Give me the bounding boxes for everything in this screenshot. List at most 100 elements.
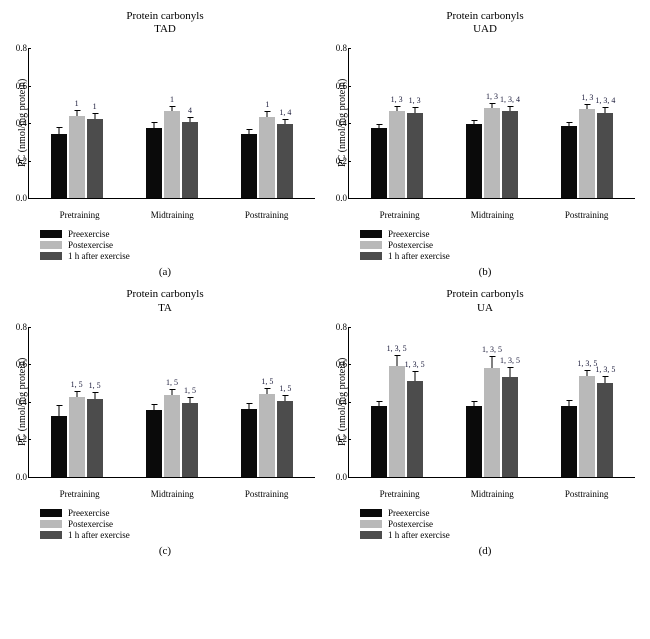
y-tick: 0.0 bbox=[1, 193, 27, 203]
bar: 1, 3, 5 bbox=[579, 327, 595, 477]
bar-group: 14 bbox=[146, 48, 198, 198]
legend-item: 1 h after exercise bbox=[360, 251, 450, 261]
bar bbox=[466, 48, 482, 198]
error-bar bbox=[473, 120, 474, 125]
y-tick: 0.2 bbox=[1, 156, 27, 166]
legend-item: Preexercise bbox=[360, 508, 450, 518]
bar-group: 1, 5 1, 5 bbox=[51, 327, 103, 477]
x-tick-labels: PretrainingMidtrainingPosttraining bbox=[16, 210, 314, 220]
bar-annotation: 1, 5 bbox=[89, 381, 101, 390]
y-tick: 0.8 bbox=[1, 43, 27, 53]
chart-title: Protein carbonylsUA bbox=[446, 288, 523, 314]
y-tick: 0.2 bbox=[1, 434, 27, 444]
bar-annotation: 1 bbox=[170, 95, 174, 104]
legend-item: Postexercise bbox=[40, 240, 130, 250]
error-bar bbox=[605, 376, 606, 383]
legend-item: Preexercise bbox=[360, 229, 450, 239]
bar-annotation: 1, 5 bbox=[261, 377, 273, 386]
bar bbox=[561, 48, 577, 198]
legend-item: Postexercise bbox=[360, 240, 450, 250]
bar-annotation: 1, 3 bbox=[391, 95, 403, 104]
y-tick: 0.8 bbox=[1, 322, 27, 332]
y-tick: 0.0 bbox=[321, 472, 347, 482]
error-bar bbox=[94, 392, 95, 399]
x-tick: Posttraining bbox=[565, 489, 609, 499]
legend-swatch bbox=[360, 509, 382, 517]
error-bar bbox=[414, 371, 415, 381]
legend-item: Postexercise bbox=[40, 519, 130, 529]
error-bar bbox=[378, 124, 379, 128]
bar-group: 11 bbox=[51, 48, 103, 198]
bar-annotation: 1, 3, 5 bbox=[577, 359, 597, 368]
legend-item: 1 h after exercise bbox=[40, 251, 130, 261]
bar-annotation: 1, 5 bbox=[184, 386, 196, 395]
plot: 0.00.20.40.60.81, 51, 51, 51, 51, 51, 5 bbox=[28, 327, 315, 478]
bar: 1 bbox=[69, 48, 85, 198]
bar-group: 1, 3, 51, 3, 5 bbox=[371, 327, 423, 477]
plot: 0.00.20.40.60.81, 3, 51, 3, 51, 3, 51, 3… bbox=[348, 327, 635, 478]
y-tick: 0.6 bbox=[321, 359, 347, 369]
bar: 1, 4 bbox=[277, 48, 293, 198]
bar bbox=[466, 327, 482, 477]
bar-annotation: 1, 3 bbox=[409, 96, 421, 105]
bar bbox=[241, 327, 257, 477]
bar-annotation: 1, 5 bbox=[279, 384, 291, 393]
bar: 1 bbox=[164, 48, 180, 198]
legend: PreexercisePostexercise1 h after exercis… bbox=[40, 228, 130, 262]
x-tick: Posttraining bbox=[245, 489, 289, 499]
legend-label: 1 h after exercise bbox=[388, 251, 450, 261]
error-bar bbox=[378, 401, 379, 406]
legend-swatch bbox=[40, 252, 62, 260]
error-bar bbox=[414, 107, 415, 113]
legend-item: Preexercise bbox=[40, 229, 130, 239]
plot: 0.00.20.40.60.8111411, 4 bbox=[28, 48, 315, 199]
legend-label: Postexercise bbox=[68, 519, 113, 529]
error-bar bbox=[509, 106, 510, 112]
error-bar bbox=[189, 397, 190, 403]
legend-swatch bbox=[360, 531, 382, 539]
legend-label: Preexercise bbox=[68, 508, 109, 518]
error-bar bbox=[605, 107, 606, 113]
bar: 1, 5 bbox=[87, 327, 103, 477]
y-tick: 0.2 bbox=[321, 156, 347, 166]
y-tick: 0.4 bbox=[1, 118, 27, 128]
bar bbox=[51, 327, 67, 477]
chart-panel: Protein carbonylsUAPC (nmol/mg protein)0… bbox=[330, 288, 640, 556]
legend-swatch bbox=[360, 241, 382, 249]
legend: PreexercisePostexercise1 h after exercis… bbox=[40, 507, 130, 541]
bar-annotation: 1, 5 bbox=[71, 380, 83, 389]
bar: 1, 5 bbox=[259, 327, 275, 477]
error-bar bbox=[189, 117, 190, 123]
legend-label: 1 h after exercise bbox=[388, 530, 450, 540]
x-tick: Midtraining bbox=[471, 489, 514, 499]
error-bar bbox=[171, 389, 172, 396]
x-tick: Pretraining bbox=[380, 489, 420, 499]
legend-label: 1 h after exercise bbox=[68, 530, 130, 540]
bar-annotation: 1, 3, 5 bbox=[500, 356, 520, 365]
bar-annotation: 1, 3, 4 bbox=[500, 95, 520, 104]
panel-letter: (d) bbox=[479, 545, 492, 557]
bar-group: 1, 31, 3, 4 bbox=[466, 48, 518, 198]
legend-swatch bbox=[360, 230, 382, 238]
error-bar bbox=[491, 356, 492, 368]
y-tick: 0.6 bbox=[1, 81, 27, 91]
error-bar bbox=[58, 405, 59, 416]
chart-panel: Protein carbonylsTAPC (nmol/mg protein)0… bbox=[10, 288, 320, 556]
x-tick: Midtraining bbox=[151, 489, 194, 499]
y-tick: 0.4 bbox=[1, 397, 27, 407]
bar: 1, 3 bbox=[579, 48, 595, 198]
bar-group: 11, 4 bbox=[241, 48, 293, 198]
bar-annotation: 1, 5 bbox=[166, 378, 178, 387]
bar-group: 1, 5 1, 5 bbox=[241, 327, 293, 477]
error-bar bbox=[171, 106, 172, 112]
bar: 4 bbox=[182, 48, 198, 198]
legend: PreexercisePostexercise1 h after exercis… bbox=[360, 507, 450, 541]
bar: 1, 3 bbox=[407, 48, 423, 198]
bar-annotation: 1 bbox=[75, 99, 79, 108]
bar: 1, 5 bbox=[69, 327, 85, 477]
legend-item: Postexercise bbox=[360, 519, 450, 529]
chart-panel: Protein carbonylsUADPC (nmol/mg protein)… bbox=[330, 10, 640, 278]
y-tick: 0.4 bbox=[321, 397, 347, 407]
bar bbox=[146, 327, 162, 477]
bar: 1 bbox=[87, 48, 103, 198]
